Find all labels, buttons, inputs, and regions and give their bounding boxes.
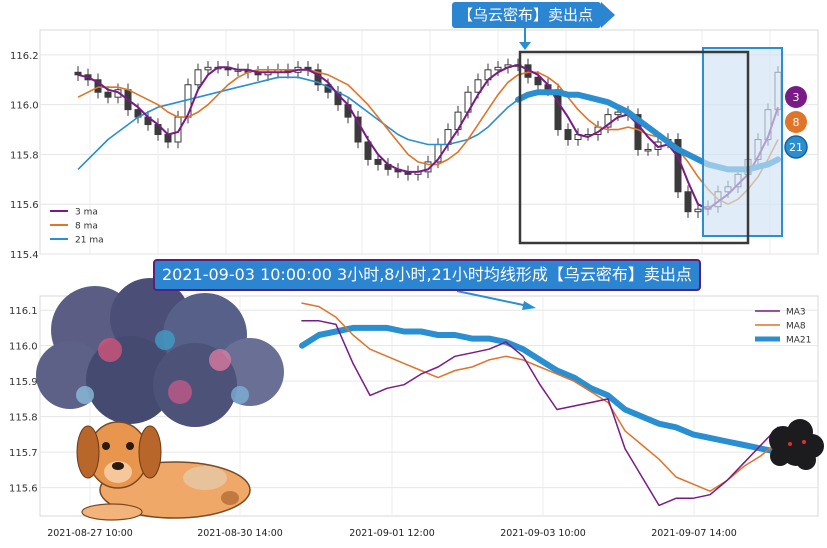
- bottom-x-tick-label: 2021-08-27 10:00: [47, 528, 133, 539]
- highlight-box-dark: [518, 50, 750, 245]
- ma-badge: 3: [785, 86, 807, 108]
- top-legend-label: 21 ma: [75, 236, 104, 246]
- dog-spot: [221, 491, 239, 505]
- top-legend: 3 ma 8 ma 21 ma: [50, 208, 104, 246]
- top-plot-area: [39, 29, 819, 255]
- top-legend-label: 3 ma: [75, 208, 98, 218]
- bottom-y-tick-label: 116.0: [9, 342, 38, 353]
- dog-ear-right: [138, 425, 162, 479]
- dog-ear-left: [76, 425, 100, 479]
- badge-label: 3: [793, 91, 800, 104]
- bottom-x-tick-label: 2021-09-01 12:00: [349, 528, 435, 539]
- candle-body: [94, 79, 102, 93]
- highlight-box-blue: [702, 47, 783, 237]
- candle-body: [474, 79, 482, 93]
- decoration: [36, 278, 824, 521]
- candle-body: [694, 208, 702, 213]
- top-y-tick-label: 116.2: [10, 51, 39, 62]
- candle-body: [534, 76, 542, 86]
- bottom-y-tick-label: 115.9: [9, 377, 38, 388]
- cloud-spot: [209, 349, 231, 371]
- cloud-spot: [168, 380, 192, 404]
- badge-circle: [785, 86, 807, 108]
- ma-badge: 8: [785, 111, 807, 133]
- bottom-y-tick-label: 115.6: [9, 484, 38, 495]
- bottom-legend-label: MA21: [786, 336, 811, 346]
- dog-eye-right: [126, 442, 134, 450]
- signal-description-banner: 2021-09-03 10:00:00 3小时,8小时,21小时均线形成【乌云密…: [153, 259, 701, 291]
- down-arrow-head: [519, 42, 531, 50]
- dark-cloud-eye: [802, 440, 806, 444]
- dark-cloud-puff: [770, 446, 790, 466]
- candle-body: [364, 141, 372, 160]
- badge-circle: [785, 111, 807, 133]
- dark-cloud-icon: [769, 419, 824, 470]
- storm-cloud-icon: [36, 278, 284, 427]
- top-y-tick-label: 115.8: [10, 150, 39, 161]
- bottom-legend-label: MA8: [786, 322, 806, 332]
- candle-body: [104, 91, 112, 98]
- bottom-y-tick-label: 115.8: [9, 413, 38, 424]
- candle-body: [604, 114, 612, 128]
- bottom-legend-label: MA3: [786, 308, 806, 318]
- candle-body: [204, 66, 212, 71]
- bottom-ma3-line: [301, 320, 779, 507]
- dark-cloud-puff: [796, 450, 816, 470]
- candle-body: [614, 111, 622, 116]
- pointer-arrow-shaft: [456, 290, 529, 307]
- dog-icon: [76, 421, 251, 521]
- top-legend-label: 8 ma: [75, 222, 98, 232]
- ma-badge: 21: [784, 135, 808, 159]
- candle-body: [684, 191, 692, 213]
- bottom-y-tick-label: 116.1: [9, 306, 38, 317]
- top-sell-signal-banner: 【乌云密布】卖出点: [452, 2, 616, 28]
- top-y-tick-label: 116.0: [10, 101, 39, 112]
- top-ma3-line: [77, 63, 779, 211]
- top-grid: 116.2 116.0 115.8 115.6 115.4: [10, 29, 819, 261]
- top-y-tick-label: 115.4: [10, 250, 39, 261]
- candle-body: [194, 69, 202, 86]
- cloud-spot: [98, 338, 122, 362]
- cloud-spot: [76, 386, 94, 404]
- candle-body: [644, 148, 652, 152]
- bottom-ma21-line: [299, 324, 781, 456]
- top-y-tick-label: 115.6: [10, 200, 39, 211]
- pointer-arrow-head: [522, 301, 536, 310]
- bottom-x-tick-label: 2021-08-30 14:00: [197, 528, 283, 539]
- candle-body: [564, 129, 572, 141]
- cloud-spot: [155, 330, 175, 350]
- dog-patch: [183, 466, 227, 490]
- bottom-lines: [299, 290, 781, 507]
- candle-body: [634, 114, 642, 150]
- dog-muzzle: [104, 461, 132, 483]
- top-boxes: 3 8 21: [518, 28, 808, 245]
- dog-paw: [81, 503, 143, 521]
- dark-cloud-eye: [788, 442, 792, 446]
- bottom-x-tick-label: 2021-09-07 14:00: [651, 528, 737, 539]
- badge-label: 21: [789, 141, 803, 154]
- badge-circle: [784, 135, 808, 159]
- bottom-ma8-line: [301, 302, 779, 492]
- dog-nose: [112, 462, 124, 470]
- candle-body: [374, 158, 382, 165]
- bottom-x-tick-label: 2021-09-03 10:00: [500, 528, 586, 539]
- dog-eye-left: [102, 442, 110, 450]
- candle-body: [164, 134, 172, 143]
- bottom-y-tick-label: 115.7: [9, 448, 38, 459]
- candle-body: [494, 66, 502, 71]
- badge-label: 8: [793, 116, 800, 129]
- bottom-legend: MA3 MA8 MA21: [755, 308, 811, 346]
- candle-body: [354, 116, 362, 143]
- cloud-spot: [231, 386, 249, 404]
